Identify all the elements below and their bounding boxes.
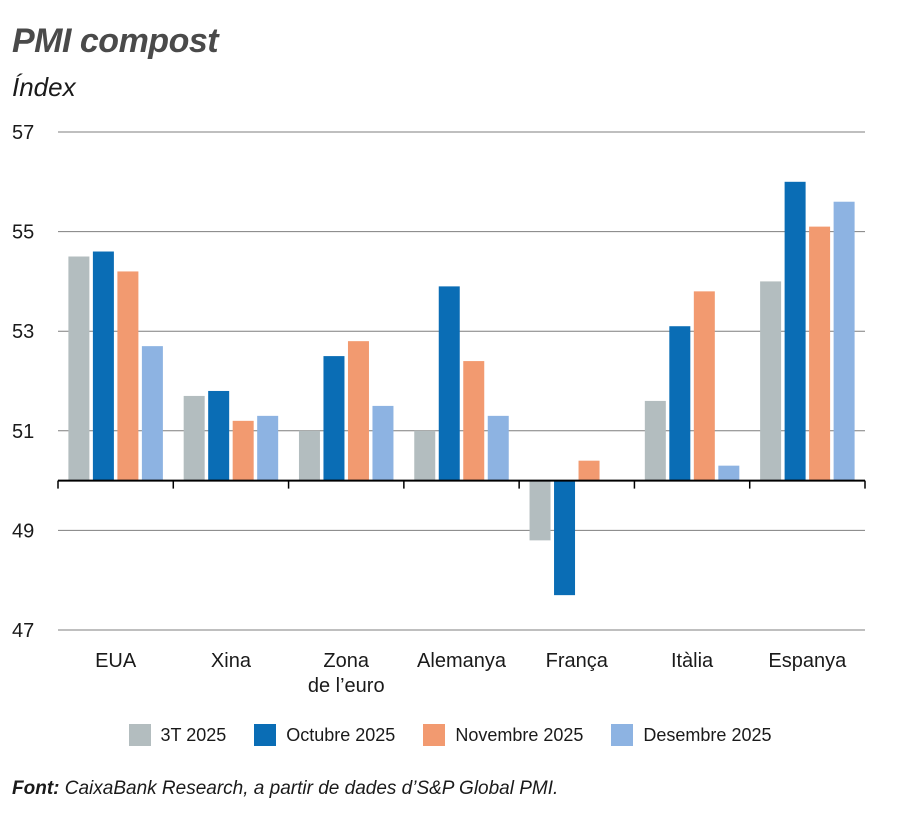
- bar-chart: 47 49 51 53 55 57 EUA Xina Zona de l’euro Alemanya…: [12, 122, 866, 697]
- bar: [372, 405, 394, 481]
- bar: [760, 281, 782, 481]
- category-label: Zona: [323, 650, 369, 672]
- bar: [232, 420, 254, 481]
- source-note: Font: CaixaBank Research, a partir de da…: [12, 778, 558, 800]
- legend-item: Desembre 2025: [611, 724, 771, 746]
- bar: [784, 181, 806, 481]
- legend-item: Octubre 2025: [254, 724, 395, 746]
- source-text: CaixaBank Research, a partir de dades d’…: [64, 778, 559, 799]
- category-label: Xina: [211, 650, 252, 672]
- legend-swatch: [423, 724, 446, 746]
- bar: [693, 291, 715, 481]
- category-label: Espanya: [768, 650, 847, 672]
- legend-label: 3T 2025: [160, 724, 227, 745]
- bar: [463, 361, 485, 481]
- legend: 3T 2025 Octubre 2025 Novembre 2025 Desembre…: [0, 724, 900, 746]
- category-label: França: [546, 650, 609, 672]
- bar: [554, 480, 576, 596]
- y-tick-label: 57: [12, 122, 34, 144]
- bar: [669, 326, 691, 481]
- legend-label: Novembre 2025: [455, 724, 584, 745]
- bar: [809, 226, 831, 481]
- category-label: de l’euro: [308, 675, 385, 697]
- bar: [68, 256, 90, 481]
- chart-title: PMI compost: [12, 22, 219, 60]
- bar: [141, 346, 163, 481]
- y-tick-label: 55: [12, 222, 34, 244]
- bar: [414, 430, 436, 481]
- bar: [644, 400, 666, 481]
- bar: [438, 286, 460, 481]
- bar: [323, 356, 345, 481]
- bar: [833, 201, 855, 481]
- bar: [487, 415, 509, 481]
- chart-subtitle: Índex: [12, 72, 76, 102]
- source-label: Font:: [12, 778, 60, 799]
- category-label: Itàlia: [671, 650, 714, 672]
- category-label: Alemanya: [417, 650, 507, 672]
- legend-swatch: [254, 724, 277, 746]
- legend-swatch: [611, 724, 634, 746]
- bar: [718, 465, 740, 481]
- legend-label: Desembre 2025: [643, 724, 772, 745]
- bar: [183, 395, 205, 481]
- bar: [92, 251, 114, 481]
- y-tick-label: 49: [12, 520, 34, 542]
- legend-item: 3T 2025: [128, 724, 227, 746]
- y-tick-label: 53: [12, 321, 34, 343]
- bar: [298, 430, 320, 481]
- legend-item: Novembre 2025: [423, 724, 583, 746]
- bar: [529, 480, 551, 541]
- legend-label: Octubre 2025: [286, 724, 396, 745]
- bar: [257, 415, 279, 481]
- bar: [347, 341, 369, 481]
- bar: [208, 390, 230, 481]
- bar: [117, 271, 139, 481]
- legend-swatch: [128, 724, 151, 746]
- y-tick-label: 51: [12, 421, 34, 443]
- y-tick-label: 47: [12, 620, 34, 642]
- bar: [578, 460, 600, 481]
- category-label: EUA: [95, 650, 137, 672]
